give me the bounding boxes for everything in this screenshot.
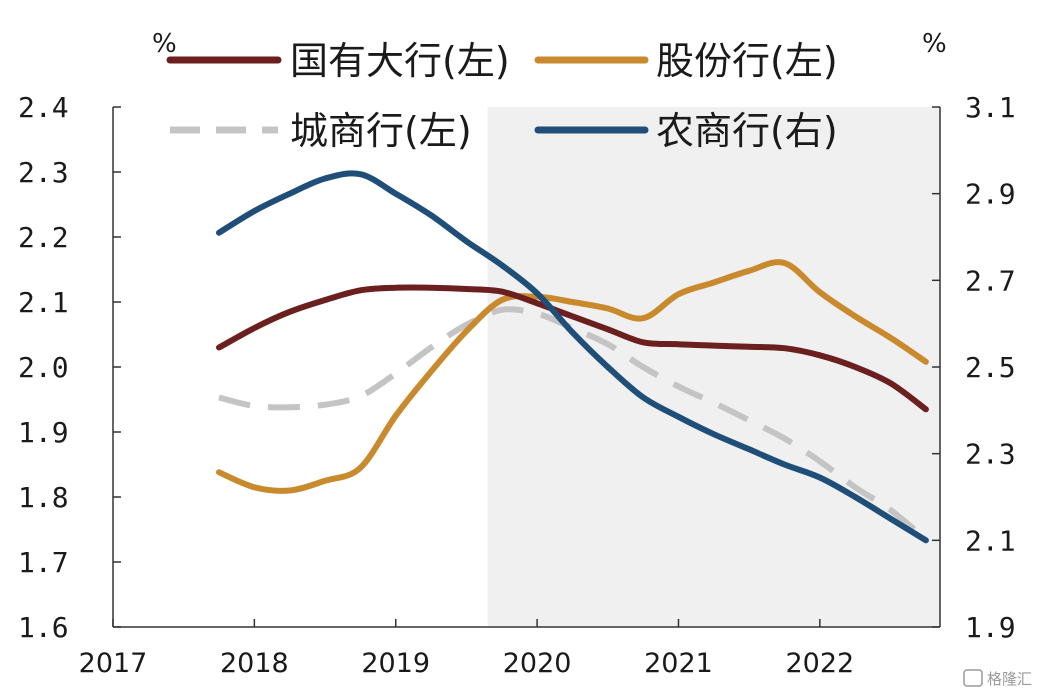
- x-tick-label: 2021: [644, 648, 713, 679]
- left-tick-label: 1.9: [18, 416, 69, 449]
- legend-label-1: 国有大行(左): [290, 39, 510, 83]
- right-tick-label: 2.7: [965, 264, 1016, 297]
- right-tick-label: 2.5: [965, 351, 1016, 384]
- watermark: 格隆汇: [963, 669, 1032, 688]
- watermark-logo-icon: [963, 669, 983, 687]
- x-tick-label: 2020: [503, 648, 572, 679]
- legend: 国有大行(左) 股份行(左) 城商行(左) 农商行(右): [166, 39, 838, 153]
- x-tick-label: 2018: [220, 648, 289, 679]
- legend-label-2: 股份行(左): [656, 39, 838, 83]
- series-lines: [216, 170, 929, 544]
- x-tick-label: 2019: [361, 648, 430, 679]
- left-tick-label: 1.6: [18, 611, 69, 644]
- left-tick-label: 2.1: [18, 286, 69, 319]
- watermark-text: 格隆汇: [987, 670, 1032, 688]
- shaded-period: [487, 107, 940, 627]
- left-tick-label: 2.4: [18, 91, 69, 124]
- series-line-3: [218, 306, 928, 542]
- right-tick-label: 2.9: [965, 178, 1016, 211]
- right-tick-label: 2.3: [965, 438, 1016, 471]
- legend-label-3: 城商行(左): [290, 109, 472, 153]
- right-tick-label: 1.9: [965, 611, 1016, 644]
- x-tick-label: 2022: [785, 648, 854, 679]
- right-tick-label: 2.1: [965, 524, 1016, 557]
- left-tick-label: 2.3: [18, 156, 69, 189]
- series-line-2: [216, 259, 929, 494]
- right-tick-label: 3.1: [965, 91, 1016, 124]
- right-axis-unit: %: [922, 29, 947, 59]
- series-line-4: [216, 170, 929, 544]
- x-tick-label: 2017: [79, 648, 148, 679]
- series-line-1: [216, 284, 929, 413]
- left-tick-label: 1.8: [18, 481, 69, 514]
- legend-label-4: 农商行(右): [656, 109, 838, 153]
- left-tick-label: 2.2: [18, 221, 69, 254]
- left-axis-unit: %: [152, 29, 177, 59]
- left-tick-label: 2.0: [18, 351, 69, 384]
- axes: 1.6 1.7 1.8 1.9 2.0 2.1 2.2 2.3 2.4 1.9 2.1 2.3 2.5 2…: [18, 91, 1016, 679]
- left-tick-label: 1.7: [18, 546, 69, 579]
